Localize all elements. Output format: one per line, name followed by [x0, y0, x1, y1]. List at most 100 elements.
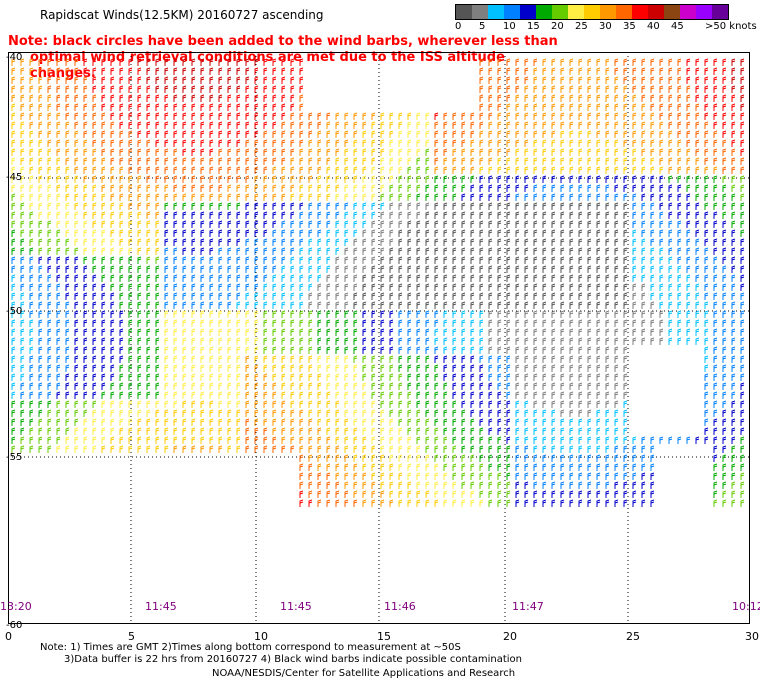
wind-barb [236, 202, 241, 210]
wind-barb [218, 202, 223, 210]
wind-barb [74, 175, 79, 183]
wind-barb [155, 193, 160, 201]
wind-barb [524, 247, 529, 255]
wind-barb [677, 328, 682, 336]
wind-barb [254, 229, 259, 237]
wind-barb [479, 409, 484, 417]
wind-barb [443, 292, 448, 300]
wind-barb [344, 490, 349, 498]
wind-barb [578, 67, 583, 75]
wind-barb [542, 67, 547, 75]
wind-barb [128, 238, 133, 246]
wind-barb [218, 193, 223, 201]
wind-barb [308, 274, 313, 282]
wind-barb [488, 94, 493, 102]
wind-barb [164, 256, 169, 264]
wind-barb [533, 94, 538, 102]
wind-barb [677, 274, 682, 282]
wind-barb [659, 238, 664, 246]
wind-barb [119, 211, 124, 219]
wind-barb [407, 382, 412, 390]
wind-barb [29, 445, 34, 453]
wind-barb [524, 283, 529, 291]
wind-barb [74, 202, 79, 210]
wind-barb [137, 121, 142, 129]
wind-barb [605, 355, 610, 363]
wind-barb [38, 76, 43, 84]
wind-barb [704, 112, 709, 120]
wind-barb [407, 499, 412, 507]
wind-barb [695, 256, 700, 264]
wind-barb [659, 211, 664, 219]
wind-barb [353, 310, 358, 318]
wind-barb [470, 355, 475, 363]
wind-barb [623, 247, 628, 255]
wind-barb [551, 310, 556, 318]
wind-barb [713, 409, 718, 417]
wind-barb [605, 472, 610, 480]
wind-barb [578, 283, 583, 291]
wind-barb [92, 364, 97, 372]
footer-note-1: Note: 1) Times are GMT 2)Times along bot… [40, 642, 461, 653]
wind-barb [362, 121, 367, 129]
wind-barb [380, 274, 385, 282]
wind-barb [335, 148, 340, 156]
wind-barb [416, 319, 421, 327]
wind-barb [137, 76, 142, 84]
wind-barb [227, 346, 232, 354]
wind-barb [308, 454, 313, 462]
wind-barb [227, 157, 232, 165]
wind-barb [650, 319, 655, 327]
wind-barb [110, 157, 115, 165]
wind-barb [254, 67, 259, 75]
wind-barb [740, 85, 745, 93]
wind-barb [110, 139, 115, 147]
wind-barb [740, 76, 745, 84]
wind-barb [650, 490, 655, 498]
wind-barb [560, 382, 565, 390]
wind-barb [164, 85, 169, 93]
wind-barb [20, 337, 25, 345]
wind-barb [110, 166, 115, 174]
wind-barb [632, 490, 637, 498]
wind-barb [623, 202, 628, 210]
wind-barb [614, 301, 619, 309]
wind-barb [173, 58, 178, 66]
wind-barb [605, 229, 610, 237]
wind-barb [443, 148, 448, 156]
wind-barb [281, 121, 286, 129]
wind-barb [326, 256, 331, 264]
wind-barb [11, 238, 16, 246]
wind-barb [470, 499, 475, 507]
wind-barb [677, 283, 682, 291]
wind-barb [119, 355, 124, 363]
wind-barb [668, 319, 673, 327]
wind-barb [623, 337, 628, 345]
wind-barb [389, 139, 394, 147]
wind-barb [560, 355, 565, 363]
wind-barb [74, 220, 79, 228]
wind-barb [542, 382, 547, 390]
wind-barb [119, 58, 124, 66]
wind-barb [155, 445, 160, 453]
wind-barb [227, 202, 232, 210]
wind-barb [29, 436, 34, 444]
wind-barb [641, 229, 646, 237]
wind-barb [173, 247, 178, 255]
wind-barb [20, 256, 25, 264]
wind-barb [461, 328, 466, 336]
wind-barb [353, 166, 358, 174]
wind-barb [587, 103, 592, 111]
wind-barb [740, 94, 745, 102]
wind-barb [281, 382, 286, 390]
wind-barb [254, 58, 259, 66]
wind-barb [362, 175, 367, 183]
wind-barb [614, 328, 619, 336]
wind-barb [560, 481, 565, 489]
wind-barb [335, 184, 340, 192]
wind-barb [695, 76, 700, 84]
wind-barb [155, 409, 160, 417]
wind-barb [200, 175, 205, 183]
wind-barb [605, 112, 610, 120]
wind-barb [47, 355, 52, 363]
